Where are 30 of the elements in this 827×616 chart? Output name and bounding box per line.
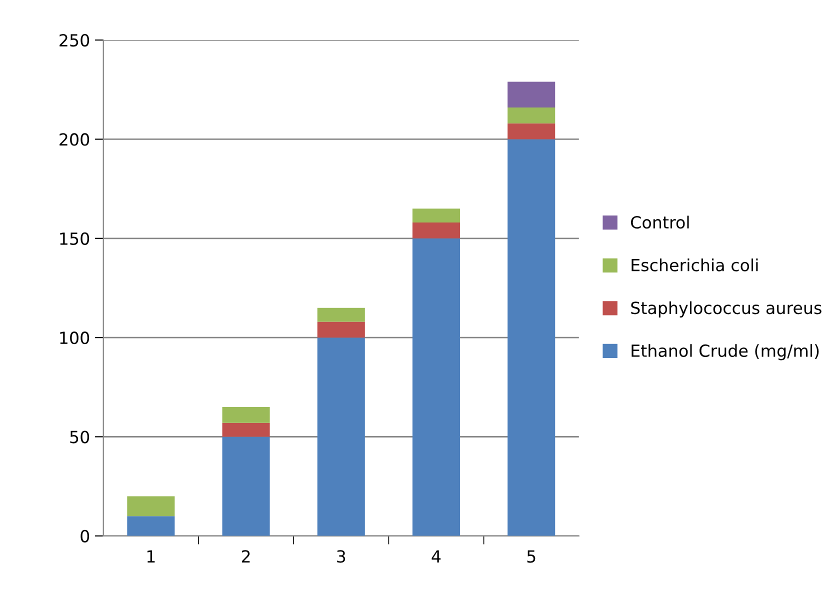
bar (412, 208, 460, 223)
x-tick-label: 3 (337, 550, 346, 563)
y-tick-label: 50 (70, 430, 90, 444)
bar (222, 422, 270, 437)
bar (412, 222, 460, 238)
bar (508, 123, 556, 140)
y-tick-label: 100 (60, 332, 90, 344)
bar (412, 238, 460, 536)
y-tick-label: 0 (80, 530, 90, 542)
x-tick-label: 1 (147, 550, 155, 562)
bar (222, 436, 270, 536)
bar (222, 406, 270, 423)
bar (127, 516, 175, 536)
y-tick-label: 200 (60, 133, 90, 146)
legend-label: Control (631, 216, 689, 229)
bar (508, 107, 556, 124)
x-tick-label: 2 (242, 550, 250, 562)
bar (317, 308, 365, 322)
legend-label: Escherichia coli (632, 258, 758, 272)
bar (127, 496, 175, 516)
y-tick-label: 150 (60, 232, 90, 245)
x-tick-label: 4 (432, 550, 441, 562)
legend-label: Ethanol Crude (mg/ml) (632, 344, 819, 360)
y-tick-label: 250 (60, 34, 90, 47)
bar (508, 139, 556, 536)
legend-label: Staphylococcus aureus (631, 301, 822, 318)
bar (508, 82, 556, 108)
x-tick-label: 5 (527, 550, 536, 563)
bar (317, 338, 365, 536)
bar (317, 322, 365, 338)
